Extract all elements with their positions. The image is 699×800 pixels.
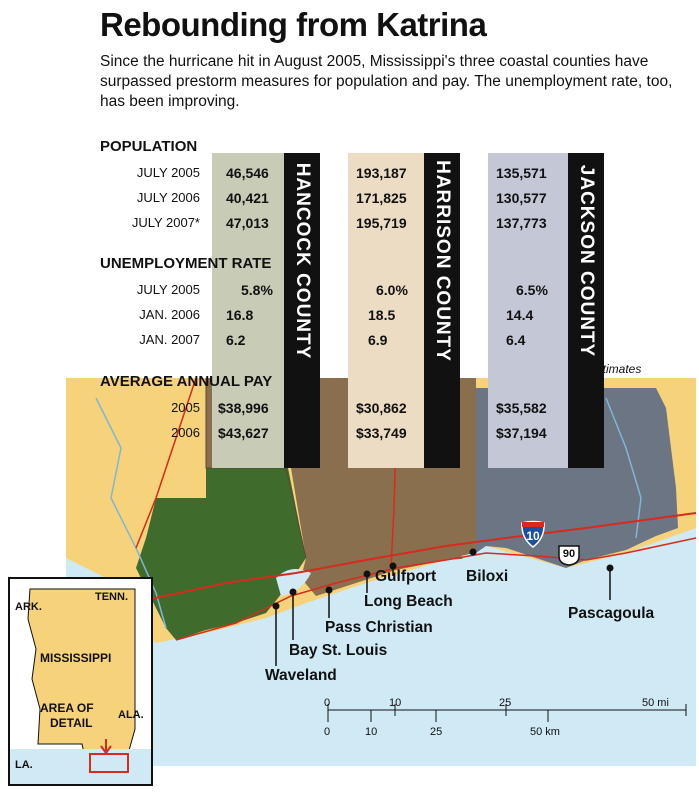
interstate-10 [66, 512, 696, 609]
hancock-land [136, 458, 306, 640]
scale-mi-0: 0 [324, 697, 331, 709]
hancock-unemployment: 16.8 [226, 307, 254, 323]
long-beach-label: Long Beach [364, 593, 453, 610]
row-label: JULY 2005 [136, 165, 200, 180]
row-label: 2006 [171, 425, 200, 440]
row-label: JULY 2006 [136, 190, 200, 205]
jackson-county-label: JACKSON COUNTY [568, 153, 604, 369]
row-label: JULY 2005 [136, 282, 200, 297]
hancock-pay: $38,996 [218, 400, 269, 416]
hancock-unemployment: 5.8% [241, 282, 273, 298]
harrison-population: 193,187 [356, 165, 407, 181]
hancock-column [212, 153, 284, 468]
jackson-population: 135,571 [496, 165, 547, 181]
scale-km-50: 50 km [530, 726, 560, 738]
scale-mi-25: 25 [499, 697, 512, 709]
row-label: JAN. 2007 [139, 332, 200, 347]
row-label: JULY 2007* [131, 215, 200, 230]
hancock-county-label: HANCOCK COUNTY [284, 153, 320, 369]
jackson-pay: $37,194 [496, 425, 547, 441]
inset-map-shapes [10, 579, 151, 784]
pascagoula-label: Pascagoula [568, 605, 655, 622]
hancock-population: 40,421 [226, 190, 269, 206]
scale-km-10: 10 [365, 726, 378, 738]
interstate-number: 10 [526, 529, 540, 543]
page-subtitle: Since the hurricane hit in August 2005, … [100, 53, 673, 110]
jackson-unemployment: 14.4 [506, 307, 534, 323]
inset-ark-label: ARK. [15, 601, 42, 613]
us-route-shield-icon [558, 545, 580, 566]
population-heading: POPULATION [100, 138, 198, 155]
hancock-pay: $43,627 [218, 425, 269, 441]
bay-st-louis-label: Bay St. Louis [289, 642, 388, 659]
hancock-population: 46,546 [226, 165, 269, 181]
pascagoula-river [605, 397, 642, 539]
harrison-county-label: HARRISON COUNTY [424, 153, 460, 369]
st-louis-bay [276, 569, 311, 596]
biloxi-label: Biloxi [466, 568, 509, 585]
row-label: JAN. 2006 [139, 307, 200, 322]
harrison-band-tail [424, 369, 460, 468]
harrison-column [348, 153, 424, 468]
inset-locator-map: ARK. TENN. MISSISSIPPI AREA OF DETAIL AL… [8, 577, 153, 786]
unemployment-heading: UNEMPLOYMENT RATE [100, 255, 272, 272]
waveland-label: Waveland [265, 667, 337, 684]
harrison-pay: $33,749 [356, 425, 407, 441]
harrison-population: 171,825 [356, 190, 407, 206]
inset-state-label: MISSISSIPPI [40, 651, 112, 665]
estimates-note: *Estimates [584, 362, 642, 376]
jackson-population: 130,577 [496, 190, 547, 206]
harrison-unemployment: 6.0% [376, 282, 408, 298]
hancock-population: 47,013 [226, 215, 269, 231]
jackson-pay: $35,582 [496, 400, 547, 416]
pearl-river [95, 397, 167, 629]
interstate-shield-icon [521, 520, 545, 548]
scale-km-25: 25 [430, 726, 443, 738]
scale-km-0: 0 [324, 726, 331, 738]
harrison-unemployment: 6.9 [368, 332, 388, 348]
inset-area-label-line1: AREA OF [40, 701, 94, 715]
inset-area-label-line2: DETAIL [50, 716, 93, 730]
jackson-band-tail [568, 369, 604, 468]
pass-christian-label: Pass Christian [325, 619, 433, 636]
scale-bar [327, 704, 687, 722]
scale-mi-50: 50 mi [642, 697, 669, 709]
biloxi-dot [469, 548, 477, 556]
jackson-unemployment: 6.4 [506, 332, 526, 348]
scale-mi-10: 10 [389, 697, 402, 709]
jackson-column [488, 153, 568, 468]
gulfport-label: Gulfport [375, 568, 437, 585]
hancock-band-tail [284, 369, 320, 468]
page-title: Rebounding from Katrina [100, 6, 487, 43]
us-route-number: 90 [562, 548, 576, 560]
pay-heading: AVERAGE ANNUAL PAY [100, 373, 273, 390]
harrison-unemployment: 18.5 [368, 307, 396, 323]
inset-la-label: LA. [15, 759, 33, 771]
hancock-unemployment: 6.2 [226, 332, 246, 348]
i-59 [135, 378, 197, 549]
jackson-population: 137,773 [496, 215, 547, 231]
inset-tenn-label: TENN. [95, 591, 128, 603]
row-label: 2005 [171, 400, 200, 415]
harrison-population: 195,719 [356, 215, 407, 231]
inset-ala-label: ALA. [118, 709, 144, 721]
jackson-unemployment: 6.5% [516, 282, 548, 298]
harrison-pay: $30,862 [356, 400, 407, 416]
